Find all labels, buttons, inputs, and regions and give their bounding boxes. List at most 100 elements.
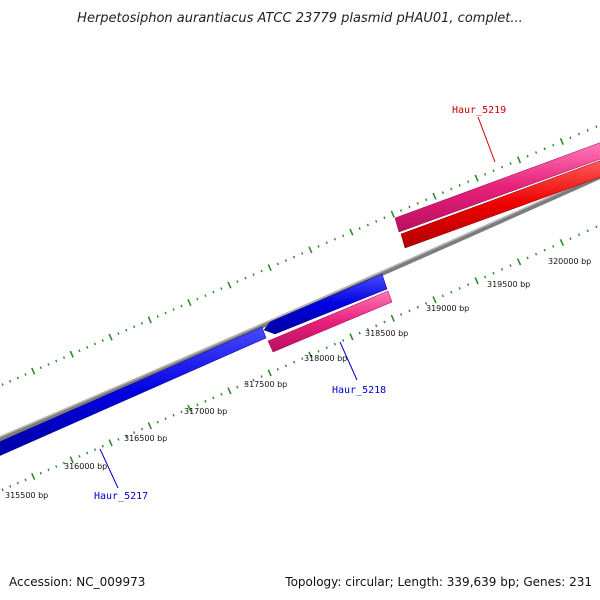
minor-tick bbox=[534, 252, 538, 256]
minor-tick bbox=[24, 373, 27, 376]
minor-tick bbox=[467, 283, 470, 286]
minor-tick bbox=[55, 465, 58, 468]
tick-label: 318000 bp bbox=[304, 354, 347, 363]
inner-tick-track bbox=[1, 225, 598, 492]
minor-tick bbox=[526, 256, 529, 260]
major-tick bbox=[147, 316, 152, 324]
minor-tick bbox=[140, 321, 144, 325]
minor-tick bbox=[260, 375, 263, 378]
minor-tick bbox=[172, 413, 175, 417]
minor-tick bbox=[204, 399, 207, 403]
minor-tick bbox=[9, 485, 12, 488]
minor-tick bbox=[125, 328, 128, 332]
gene-haur-5219[interactable] bbox=[400, 160, 600, 249]
minor-tick bbox=[86, 345, 89, 349]
minor-tick bbox=[366, 328, 370, 331]
major-tick bbox=[69, 350, 74, 358]
major-tick bbox=[559, 137, 564, 146]
tick-label: 319500 bp bbox=[487, 280, 530, 289]
minor-tick bbox=[196, 403, 199, 407]
minor-tick bbox=[292, 360, 296, 364]
summary-text: Topology: circular; Length: 339,639 bp; … bbox=[284, 575, 592, 589]
minor-tick bbox=[132, 431, 136, 434]
minor-tick bbox=[416, 305, 419, 309]
minor-tick bbox=[244, 382, 247, 386]
minor-tick bbox=[450, 187, 453, 191]
major-tick bbox=[390, 314, 395, 322]
tick-label: 320000 bp bbox=[548, 257, 591, 266]
major-tick bbox=[187, 404, 192, 412]
minor-tick bbox=[117, 438, 120, 441]
minor-tick bbox=[180, 304, 183, 308]
major-tick bbox=[108, 333, 113, 341]
major-tick bbox=[308, 351, 313, 359]
minor-tick bbox=[526, 154, 529, 158]
major-tick bbox=[227, 387, 232, 395]
minor-tick bbox=[252, 273, 255, 276]
minor-tick bbox=[47, 468, 50, 472]
major-tick bbox=[349, 228, 354, 236]
minor-tick bbox=[16, 481, 19, 485]
major-tick bbox=[432, 296, 437, 304]
label-haur-5219[interactable]: Haur_5219 bbox=[452, 105, 506, 116]
minor-tick bbox=[132, 325, 136, 329]
major-tick bbox=[516, 258, 522, 266]
minor-tick bbox=[408, 309, 411, 313]
major-tick bbox=[474, 174, 479, 182]
minor-tick bbox=[552, 245, 555, 248]
minor-tick bbox=[180, 410, 183, 414]
label-haur-5217[interactable]: Haur_5217 bbox=[94, 491, 148, 502]
minor-tick bbox=[62, 461, 66, 465]
minor-tick bbox=[375, 220, 378, 223]
minor-tick bbox=[78, 349, 81, 353]
major-tick bbox=[516, 156, 522, 164]
minor-tick bbox=[236, 385, 239, 389]
minor-tick bbox=[284, 259, 288, 262]
minor-tick bbox=[358, 331, 361, 335]
gene-haur-5217[interactable] bbox=[0, 326, 267, 460]
accession-text: Accession: NC_009973 bbox=[9, 575, 145, 589]
minor-tick bbox=[425, 198, 428, 202]
minor-tick bbox=[301, 357, 304, 360]
minor-tick bbox=[492, 169, 495, 173]
minor-tick bbox=[424, 302, 428, 305]
backbone-highlight bbox=[0, 173, 600, 438]
tick-label: 319000 bp bbox=[426, 304, 469, 313]
major-tick bbox=[308, 246, 313, 254]
minor-tick bbox=[276, 368, 279, 371]
label-haur-5218[interactable]: Haur_5218 bbox=[332, 385, 386, 396]
minor-tick bbox=[577, 233, 581, 237]
minor-tick bbox=[317, 245, 320, 248]
tick-label: 317000 bp bbox=[184, 407, 227, 416]
gene-haur-5218[interactable] bbox=[267, 290, 393, 353]
minor-tick bbox=[101, 339, 104, 342]
minor-tick bbox=[399, 209, 403, 212]
major-tick bbox=[390, 210, 395, 218]
gene-haur-5219-pink[interactable] bbox=[394, 142, 600, 233]
minor-tick bbox=[450, 290, 453, 294]
minor-tick bbox=[500, 268, 504, 271]
tick-label: 316000 bp bbox=[64, 462, 107, 471]
minor-tick bbox=[220, 287, 223, 290]
minor-tick bbox=[9, 379, 12, 383]
minor-tick bbox=[509, 264, 512, 267]
major-tick bbox=[187, 298, 192, 307]
tick-label: 316500 bp bbox=[124, 434, 167, 443]
minor-tick bbox=[569, 237, 572, 240]
gene-haur-5218-blue[interactable] bbox=[263, 273, 388, 335]
minor-tick bbox=[125, 434, 128, 438]
minor-tick bbox=[220, 392, 223, 396]
minor-tick bbox=[595, 125, 598, 129]
minor-tick bbox=[383, 216, 386, 220]
minor-tick bbox=[595, 225, 598, 229]
minor-tick bbox=[358, 227, 361, 230]
minor-tick bbox=[333, 237, 337, 241]
major-tick bbox=[31, 472, 36, 481]
minor-tick bbox=[543, 147, 546, 151]
minor-tick bbox=[483, 173, 487, 176]
minor-tick bbox=[1, 383, 4, 386]
minor-tick bbox=[416, 202, 419, 205]
major-tick bbox=[432, 192, 437, 200]
minor-tick bbox=[492, 271, 495, 275]
